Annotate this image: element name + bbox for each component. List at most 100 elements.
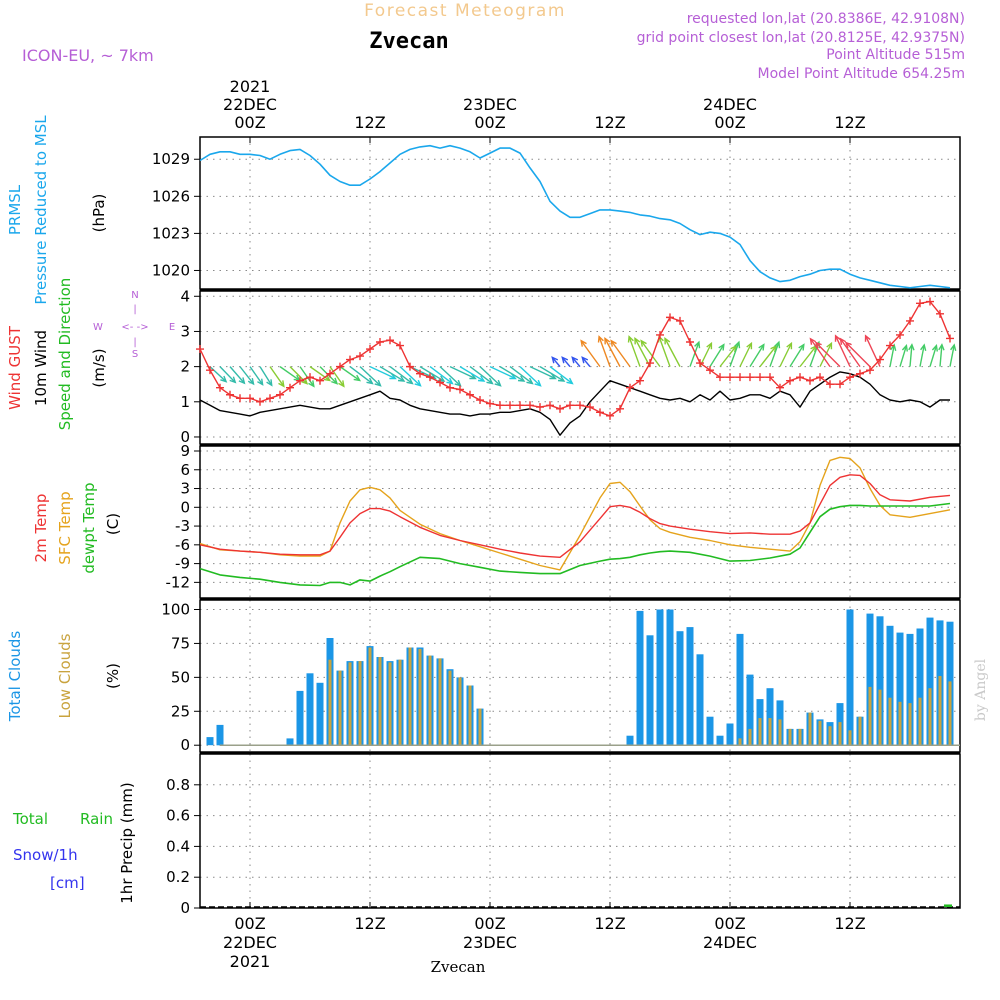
gust-marker <box>826 380 834 389</box>
gust-marker <box>916 299 924 308</box>
precip-snow-unit: [cm] <box>50 874 85 892</box>
location-title: Zvecan <box>369 29 448 54</box>
bottom-time-label: 12Z <box>834 914 865 933</box>
top-time-label: 00Z <box>234 113 265 132</box>
wind-arrow-head <box>839 337 847 345</box>
total-clouds-bar <box>316 682 324 746</box>
model-altitude: Model Point Altitude 654.25m <box>758 66 965 82</box>
wind-direction-arrow <box>749 344 765 367</box>
wind-direction-arrow <box>598 336 611 367</box>
total-clouds-bar <box>286 738 294 746</box>
gust-marker <box>266 394 274 403</box>
gust-marker <box>326 369 334 378</box>
gust-marker <box>386 336 394 345</box>
wind-arrow-head <box>758 343 765 351</box>
gust-marker <box>366 345 374 354</box>
pressure-line <box>199 144 951 289</box>
wind-direction-arrow <box>815 342 841 368</box>
wind-direction-arrow <box>571 356 581 368</box>
gust-marker <box>946 334 954 343</box>
pressure-y-tick-label: 1026 <box>152 187 190 205</box>
low-clouds-bar <box>948 681 952 746</box>
low-clouds-bar <box>878 689 882 746</box>
gust-marker <box>616 404 624 413</box>
wind-direction-arrow <box>479 366 501 387</box>
precip-y-tick-label: 0.8 <box>166 776 190 794</box>
wind-y-tick-label: 4 <box>180 287 190 305</box>
gust-marker <box>856 369 864 378</box>
gust-marker <box>406 362 414 371</box>
clouds-y-tick-label: 25 <box>171 702 190 720</box>
temp-panel-frame <box>199 445 961 599</box>
low-clouds-bar <box>898 701 902 746</box>
total-clouds-bar <box>626 735 634 746</box>
precip-rain-label: Rain <box>80 810 113 828</box>
total-clouds-bar <box>636 610 644 746</box>
temp-y-tick-label: 3 <box>180 480 190 498</box>
low-clouds-bar <box>338 670 342 746</box>
wind-arrow-head <box>809 337 817 345</box>
wind-direction-arrow <box>949 344 955 367</box>
gust-marker <box>926 297 934 306</box>
gust-marker <box>536 403 544 412</box>
total-clouds-bar <box>766 688 774 746</box>
clouds-y-tick-label: 0 <box>180 736 190 754</box>
wind-arrow-head <box>561 356 569 364</box>
gust-marker <box>216 383 224 392</box>
wind-arrow-head <box>308 380 315 388</box>
wind-arrow-head <box>238 377 246 385</box>
wind-direction-arrow <box>889 344 895 367</box>
gust-marker <box>506 401 514 410</box>
wind-direction-arrow <box>229 366 245 384</box>
gust-marker <box>226 390 234 399</box>
total-clouds-bar <box>206 737 214 746</box>
wind-arrow-head <box>774 340 781 349</box>
gust-marker <box>246 394 254 403</box>
top-time-label: 23DEC <box>463 95 517 114</box>
footer-location: Zvecan <box>431 958 486 976</box>
wind-arrow-head <box>694 340 701 349</box>
compass-e: E <box>169 322 175 333</box>
wind-arrow-head <box>446 377 454 385</box>
wind-arrow-head <box>301 377 309 385</box>
pressure-label: Pressure Reduced to MSL <box>32 115 50 305</box>
low-clouds-bar <box>418 648 422 746</box>
wind-arrow-head <box>890 343 897 351</box>
gust-marker <box>746 373 754 382</box>
wind-arrow-head <box>557 375 566 382</box>
gust-marker <box>836 380 844 389</box>
wind-arrow-head <box>920 343 927 351</box>
precip-y-tick-label: 0.2 <box>166 868 190 886</box>
wind-arrow-head <box>257 378 264 386</box>
top-time-label: 22DEC <box>223 95 277 114</box>
low-clouds-bar <box>328 659 332 746</box>
wind-y-tick-label: 0 <box>180 428 190 446</box>
wind-arrow-head <box>834 334 841 342</box>
low-clouds-bar <box>388 662 392 746</box>
wind-arrow-head <box>718 343 725 351</box>
wind-arrow-head <box>566 377 574 385</box>
wind-direction-arrow <box>429 366 453 385</box>
total-clouds-bar <box>706 716 714 746</box>
total-clouds-bar <box>716 735 724 746</box>
gust-marker <box>426 373 434 382</box>
watermark: by Angel <box>973 658 989 721</box>
wind-direction-arrow <box>799 345 817 368</box>
gust-marker <box>236 394 244 403</box>
gridpoint-coords: grid point closest lon,lat (20.8125E, 42… <box>637 30 965 46</box>
precip-total-label: Total <box>12 810 48 828</box>
low-clouds-bar <box>788 728 792 746</box>
wind-unit: (m/s) <box>90 348 108 387</box>
gust-marker <box>786 376 794 385</box>
wind-panel-frame <box>199 290 961 445</box>
wind-direction-arrow <box>389 366 413 385</box>
wind-arrow-head <box>786 341 793 350</box>
wind-arrow-head <box>266 379 273 387</box>
wind-arrow-head <box>730 344 737 353</box>
pressure-unit: (hPa) <box>90 194 108 233</box>
wind-direction-arrow <box>549 366 573 385</box>
wind-arrow-head <box>581 356 589 364</box>
wind-direction-arrow <box>939 344 943 367</box>
wind-arrow-head <box>571 356 579 364</box>
total-clouds-bar <box>896 632 904 746</box>
